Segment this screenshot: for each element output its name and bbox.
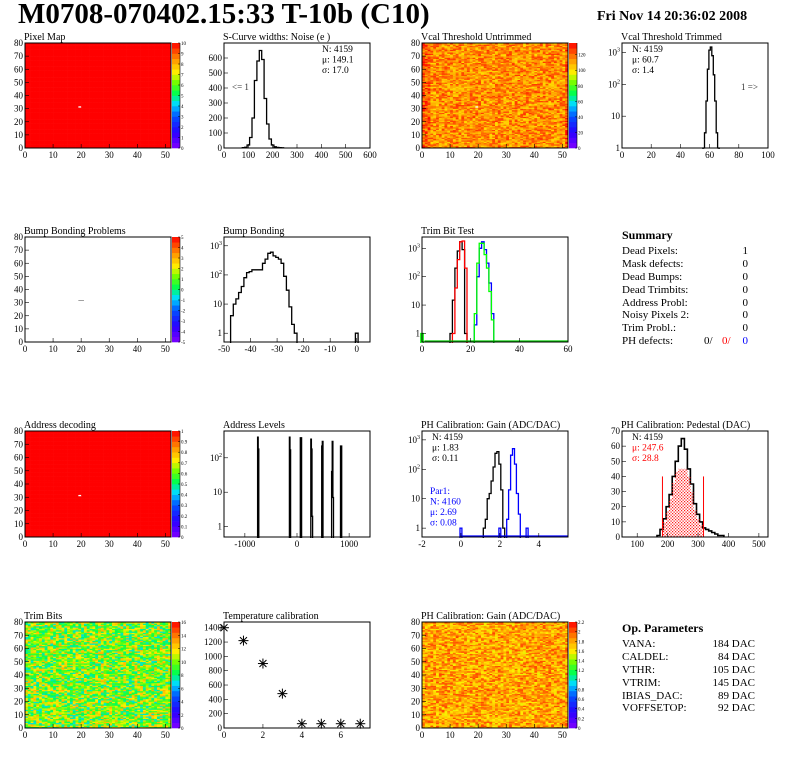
- heatmap-cells: [25, 43, 171, 148]
- chart-title: Pixel Map: [24, 32, 65, 43]
